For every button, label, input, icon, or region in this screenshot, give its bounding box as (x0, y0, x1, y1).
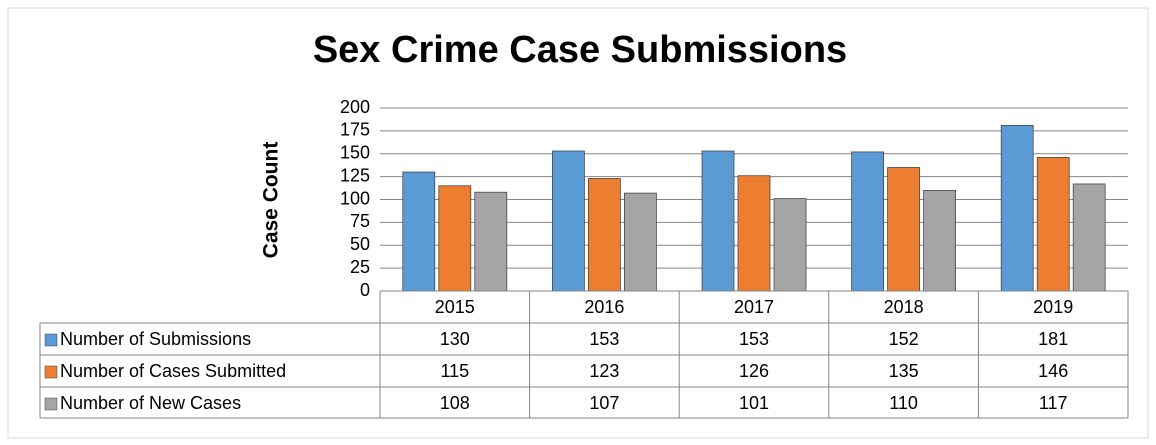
bar (1072, 183, 1106, 292)
bar (474, 191, 508, 292)
y-tick-label: 25 (350, 257, 370, 277)
bar (552, 150, 585, 292)
bar (887, 167, 920, 292)
bar (402, 171, 436, 292)
bar (737, 175, 771, 292)
y-tick-label: 0 (360, 280, 370, 300)
table-value: 115 (440, 361, 469, 381)
y-tick-label: 150 (340, 143, 370, 163)
table-value: 152 (889, 329, 919, 349)
table-value: 146 (1038, 361, 1068, 381)
bar (1000, 125, 1034, 292)
legend-label: Number of Cases Submitted (60, 361, 286, 381)
bar (1036, 157, 1070, 292)
table-value: 123 (589, 361, 619, 381)
x-tick-label: 2016 (584, 297, 624, 317)
bar (438, 185, 472, 292)
table-value: 181 (1038, 329, 1068, 349)
legend-label: Number of Submissions (60, 329, 251, 349)
chart-title: Sex Crime Case Submissions (313, 29, 847, 71)
table-value: 130 (440, 329, 470, 349)
x-tick-label: 2018 (884, 297, 924, 317)
table-value: 107 (589, 393, 619, 413)
y-tick-label: 75 (350, 211, 370, 231)
x-tick-label: 2017 (734, 297, 774, 317)
bar (923, 189, 956, 292)
table-value: 153 (739, 329, 769, 349)
table-value: 110 (889, 393, 918, 413)
y-axis-title: Case Count (260, 142, 283, 259)
table-value: 135 (889, 361, 919, 381)
bar (588, 178, 621, 292)
legend-key (44, 333, 58, 347)
legend-key (44, 397, 58, 411)
table-value: 117 (1039, 393, 1068, 413)
y-tick-label: 175 (340, 120, 370, 140)
x-tick-label: 2015 (435, 297, 475, 317)
legend-key (44, 365, 58, 379)
bar (851, 151, 884, 292)
legend-label: Number of New Cases (60, 393, 241, 413)
bar (624, 192, 657, 292)
y-tick-label: 100 (340, 188, 370, 208)
table-value: 126 (739, 361, 769, 381)
x-tick-label: 2019 (1033, 297, 1073, 317)
y-tick-label: 125 (340, 165, 370, 185)
table-value: 153 (589, 329, 619, 349)
table-value: 101 (739, 393, 769, 413)
bar (773, 198, 807, 292)
table-value: 108 (440, 393, 470, 413)
y-tick-label: 50 (350, 234, 370, 254)
bar (701, 150, 735, 292)
y-tick-label: 200 (340, 97, 370, 117)
